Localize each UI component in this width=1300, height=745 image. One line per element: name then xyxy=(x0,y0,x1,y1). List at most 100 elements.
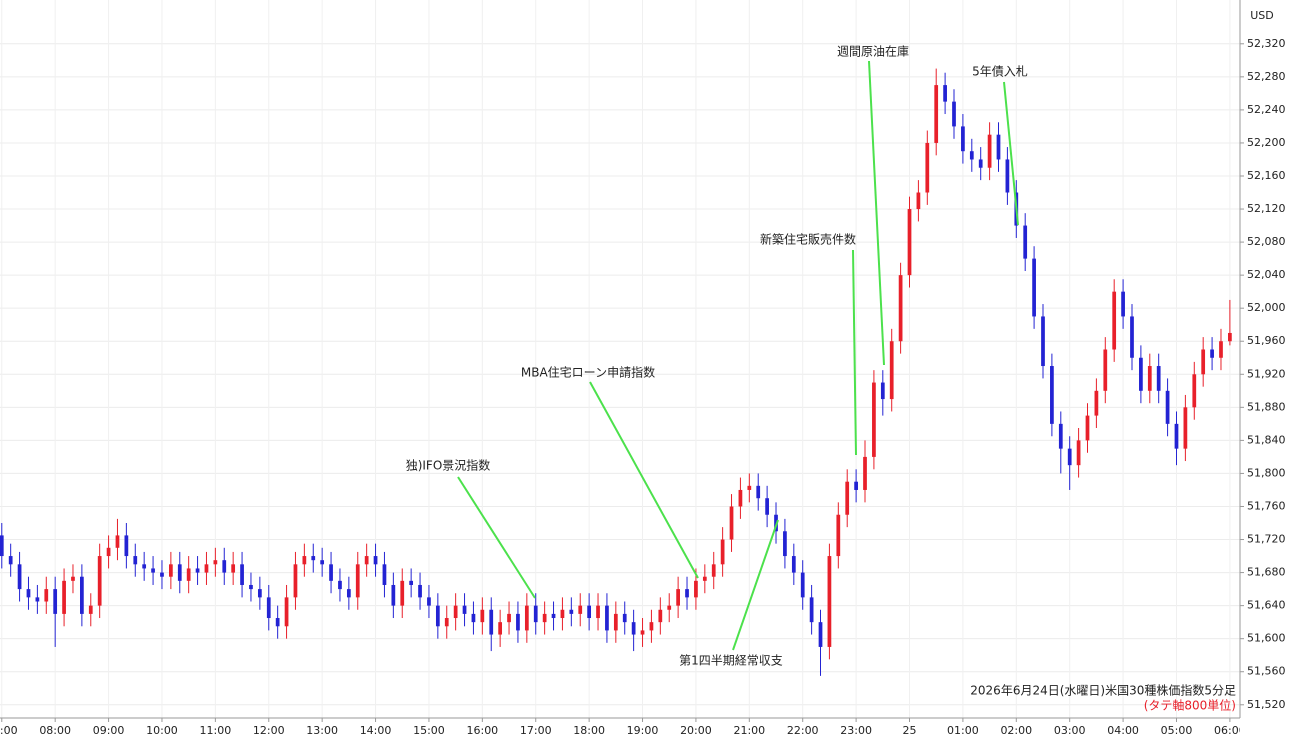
candle-body xyxy=(622,613,627,623)
candle-body xyxy=(756,485,761,499)
candle-body xyxy=(311,556,316,561)
candle-body xyxy=(471,613,476,623)
axis-panel xyxy=(1240,0,1300,745)
candle-body xyxy=(1058,423,1063,449)
annotation-label: 5年債入札 xyxy=(972,64,1028,79)
candle-body xyxy=(631,622,636,635)
candle-body xyxy=(355,564,360,598)
candle-body xyxy=(0,535,4,557)
candle-body xyxy=(1121,291,1125,317)
x-tick-label: 14:00 xyxy=(360,724,392,737)
x-tick-label: 09:00 xyxy=(93,724,125,737)
candle-body xyxy=(1139,357,1143,391)
candle-body xyxy=(480,609,485,623)
candle-body xyxy=(44,589,49,602)
y-tick-label: 51,800 xyxy=(1247,466,1286,479)
candle-body xyxy=(160,572,164,577)
candle-body xyxy=(17,564,22,590)
annotation-label: 週間原油在庫 xyxy=(837,45,909,59)
x-tick-label: 12:00 xyxy=(253,724,285,737)
x-tick-label: 22:00 xyxy=(787,724,819,737)
candle-body xyxy=(729,506,734,540)
candle-body xyxy=(240,564,244,585)
candle-body xyxy=(62,580,66,614)
candle-body xyxy=(142,564,147,569)
candle-body xyxy=(1085,415,1090,441)
candle-body xyxy=(1041,316,1045,367)
y-tick-label: 51,680 xyxy=(1247,566,1286,579)
x-tick-label: 07:00 xyxy=(0,724,18,737)
currency-label: USD xyxy=(1250,9,1274,22)
candle-body xyxy=(453,605,458,619)
x-tick-label: 21:00 xyxy=(733,724,765,737)
candle-body xyxy=(560,609,565,619)
candle-body xyxy=(605,605,609,631)
x-tick-label: 13:00 xyxy=(306,724,338,737)
candle-body xyxy=(302,556,307,565)
y-tick-label: 51,560 xyxy=(1247,665,1286,678)
y-tick-label: 52,040 xyxy=(1247,268,1286,281)
candle-body xyxy=(640,630,645,635)
candle-body xyxy=(818,622,823,647)
candle-body xyxy=(685,589,689,598)
candle-body xyxy=(836,514,841,557)
candle-body xyxy=(507,613,511,623)
candle-body xyxy=(498,622,503,635)
x-tick-label: 08:00 xyxy=(39,724,71,737)
candle-body xyxy=(854,481,858,490)
candle-body xyxy=(177,564,182,581)
annotation-label: 第1四半期経常収支 xyxy=(679,654,783,668)
candle-body xyxy=(1147,366,1152,391)
caption: 2026年6月24日(水曜日)米国30種株価指数5分足 xyxy=(970,683,1236,698)
candle-body xyxy=(382,564,387,585)
x-tick-label: 17:00 xyxy=(520,724,552,737)
candle-body xyxy=(427,597,431,606)
candle-body xyxy=(1005,159,1010,193)
candle-body xyxy=(1067,448,1072,466)
candle-body xyxy=(489,609,494,635)
candle-body xyxy=(338,580,342,590)
candle-body xyxy=(213,560,218,565)
candle-body xyxy=(284,597,289,627)
candle-body xyxy=(1165,390,1170,424)
candle-body xyxy=(738,489,743,507)
candle-body xyxy=(168,564,173,577)
candle-body xyxy=(293,564,298,598)
candle-body xyxy=(1192,374,1197,408)
x-tick-label: 11:00 xyxy=(200,724,232,737)
candle-body xyxy=(418,584,422,598)
candle-body xyxy=(1201,349,1206,375)
y-tick-label: 52,120 xyxy=(1247,202,1286,215)
candle-body xyxy=(587,605,592,619)
candle-body xyxy=(845,481,850,515)
y-tick-label: 51,840 xyxy=(1247,433,1286,446)
y-tick-label: 52,200 xyxy=(1247,136,1286,149)
candle-body xyxy=(720,539,725,565)
candle-body xyxy=(889,341,894,400)
candle-body xyxy=(1112,291,1117,350)
y-tick-label: 51,720 xyxy=(1247,533,1286,546)
candle-body xyxy=(346,589,351,598)
axis-note: (タテ軸800単位) xyxy=(1144,698,1236,713)
candle-body xyxy=(533,605,538,623)
candle-body xyxy=(711,564,716,577)
candle-body xyxy=(694,580,698,598)
candle-body xyxy=(222,560,227,573)
annotation-label: 独)IFO景況指数 xyxy=(406,458,491,473)
annotation-label: 新築住宅販売件数 xyxy=(760,232,856,247)
candle-body xyxy=(872,382,876,457)
candle-body xyxy=(1183,407,1188,449)
candle-body xyxy=(124,535,129,557)
candle-body xyxy=(1174,423,1179,449)
candle-body xyxy=(596,605,600,619)
candle-body xyxy=(569,609,574,614)
candle-body xyxy=(115,535,120,548)
candle-body xyxy=(916,192,921,210)
candle-body xyxy=(880,382,885,400)
candle-body xyxy=(409,580,414,585)
candle-body xyxy=(1094,390,1099,416)
candle-body xyxy=(800,572,805,598)
